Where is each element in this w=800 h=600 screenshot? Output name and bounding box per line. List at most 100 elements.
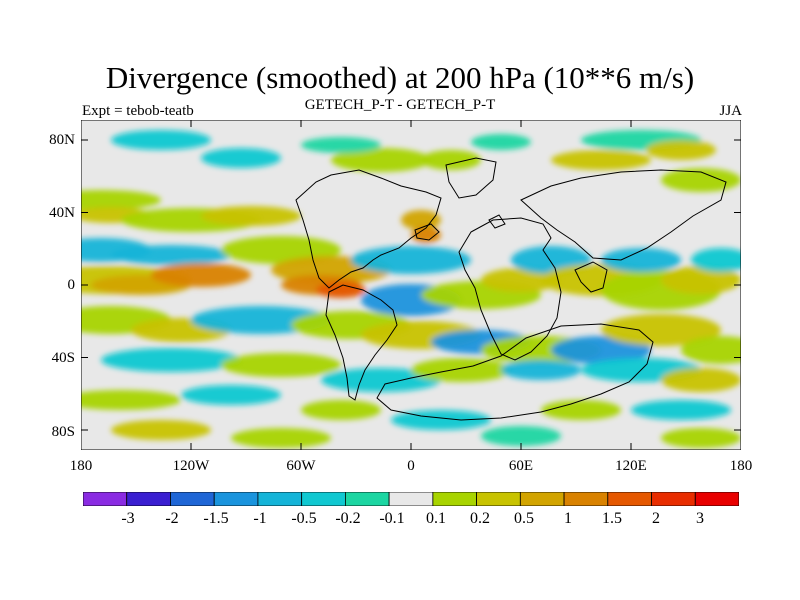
divergence-contours — [81, 130, 741, 448]
x-tick-label: 60E — [508, 458, 534, 474]
divergence-contour — [411, 227, 441, 243]
y-tick-label: 40N — [49, 205, 75, 221]
eurasia-coast — [520, 169, 727, 261]
greenland-coast — [445, 157, 497, 199]
colorbar-swatch — [82, 491, 128, 507]
divergence-contour — [81, 390, 181, 410]
divergence-contour — [321, 368, 441, 392]
divergence-contour — [631, 400, 731, 420]
x-tick-label: 0 — [407, 458, 415, 474]
divergence-contour — [316, 282, 366, 298]
divergence-contour — [101, 348, 241, 372]
divergence-contour — [481, 268, 561, 292]
x-tick-label: 120E — [615, 458, 647, 474]
colorbar-swatches — [82, 491, 740, 507]
y-tick-label: 80N — [49, 132, 75, 148]
north-america-coast — [295, 169, 442, 289]
colorbar-label: 1.5 — [602, 510, 622, 527]
island-coast — [488, 214, 506, 229]
x-tick-label: 180 — [729, 458, 753, 474]
colorbar-label: -1 — [253, 510, 267, 527]
colorbar-label: -0.5 — [291, 510, 317, 527]
divergence-contour — [221, 353, 341, 377]
divergence-contour — [301, 400, 381, 420]
southern-landmass-coast — [376, 323, 654, 421]
divergence-contour — [551, 150, 651, 170]
island-coast — [414, 223, 440, 241]
divergence-contour — [111, 245, 231, 265]
colorbar-label: 3 — [696, 510, 704, 527]
divergence-map — [81, 120, 741, 450]
divergence-contour — [691, 248, 741, 272]
africa-europe-coast — [458, 217, 562, 361]
plot-title: Divergence (smoothed) at 200 hPa (10**6 … — [105, 60, 695, 95]
divergence-contour — [151, 263, 251, 287]
colorbar-swatch — [301, 491, 346, 507]
y-tick-label: 40S — [51, 350, 75, 366]
season-label: JJA — [719, 103, 742, 119]
colorbar-swatch — [257, 491, 303, 507]
india-coast — [574, 261, 608, 293]
colorbar-swatch — [170, 491, 215, 507]
divergence-contour — [201, 206, 301, 226]
divergence-contour — [601, 248, 681, 272]
colorbar-swatch — [694, 491, 740, 507]
colorbar-swatch — [651, 491, 696, 507]
model-comparison-label: GETECH_P-T - GETECH_P-T — [304, 97, 496, 113]
colorbar-label: -0.2 — [335, 510, 361, 527]
divergence-contour — [351, 246, 471, 274]
divergence-contour — [421, 150, 481, 170]
axis-ticks — [81, 120, 741, 450]
colorbar-label: 0.2 — [470, 510, 490, 527]
divergence-contour — [301, 137, 381, 153]
divergence-contour — [661, 168, 741, 192]
colorbar-label: 2 — [652, 510, 660, 527]
divergence-contour — [231, 428, 331, 448]
experiment-label: Expt = tebob-teatb — [82, 103, 194, 119]
x-tick-label: 120W — [172, 458, 210, 474]
divergence-contour — [661, 368, 741, 392]
divergence-contour — [411, 358, 511, 382]
x-tick-label: 60W — [286, 458, 316, 474]
map-panel — [81, 120, 741, 450]
colorbar-label: -0.1 — [379, 510, 405, 527]
divergence-contour — [471, 134, 531, 150]
divergence-contour — [111, 420, 211, 440]
divergence-contour — [81, 190, 161, 210]
colorbar-label: 1 — [564, 510, 572, 527]
divergence-contour — [401, 210, 441, 230]
y-tick-label: 0 — [67, 277, 76, 293]
colorbar-label: 0.1 — [426, 510, 446, 527]
y-tick-label: 80S — [51, 424, 75, 440]
colorbar-swatch — [519, 491, 565, 507]
colorbar-swatch — [563, 491, 609, 507]
colorbar-swatch — [344, 491, 390, 507]
colorbar-label: -3 — [121, 510, 135, 527]
divergence-contour — [481, 426, 561, 446]
divergence-contour — [551, 336, 651, 364]
divergence-contour — [601, 314, 721, 346]
colorbar-swatch — [388, 491, 434, 507]
x-tick-label: 180 — [69, 458, 93, 474]
colorbar-swatch — [432, 491, 477, 507]
divergence-contour — [646, 140, 716, 160]
colorbar-swatch — [126, 491, 171, 507]
divergence-contour — [201, 148, 281, 168]
colorbar-label: -2 — [165, 510, 179, 527]
divergence-contour — [181, 385, 281, 405]
colorbar-swatch — [213, 491, 259, 507]
coastlines — [295, 157, 727, 421]
divergence-contour — [111, 130, 211, 150]
divergence-contour — [541, 400, 621, 420]
colorbar-label: -1.5 — [203, 510, 229, 527]
divergence-contour — [681, 336, 741, 364]
colorbar-label: 0.5 — [514, 510, 534, 527]
colorbar — [82, 491, 740, 507]
colorbar-swatch — [476, 491, 521, 507]
divergence-contour — [661, 428, 741, 448]
colorbar-swatch — [607, 491, 652, 507]
south-america-coast — [325, 284, 398, 401]
divergence-contour — [501, 360, 581, 380]
divergence-contour — [331, 148, 431, 172]
divergence-contour — [661, 266, 741, 294]
